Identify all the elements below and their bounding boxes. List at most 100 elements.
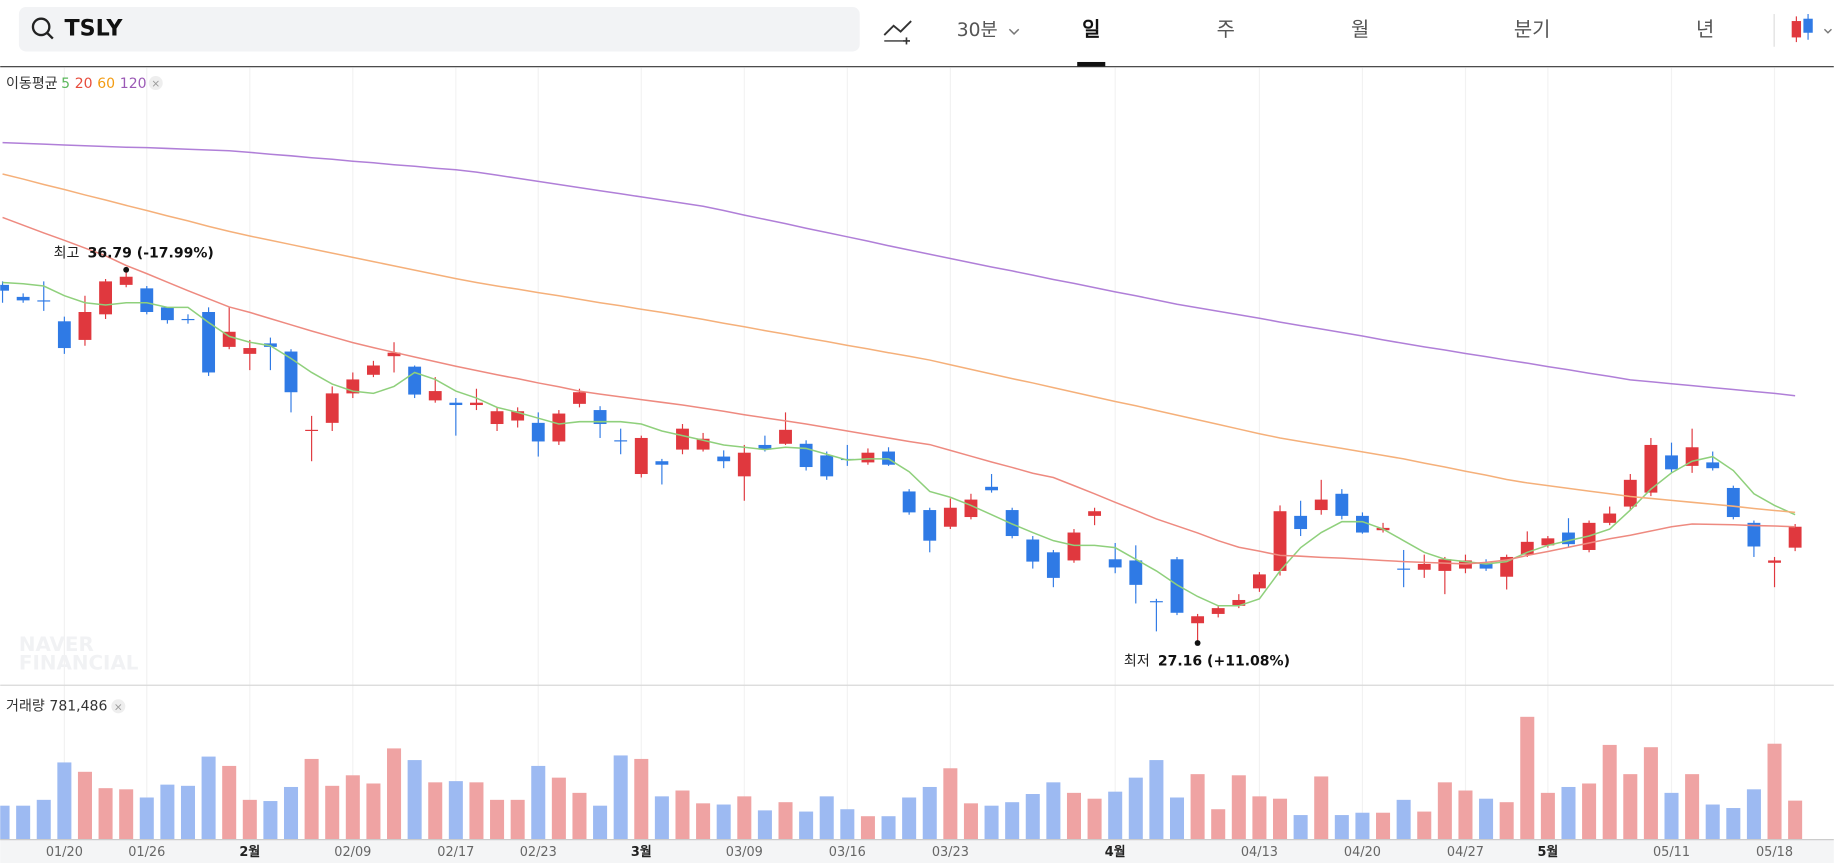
volume-bar <box>1582 783 1597 840</box>
volume-bar <box>366 783 381 840</box>
legend-entry: 120 <box>120 76 147 92</box>
volume-bar <box>510 799 525 840</box>
candle-body <box>1170 559 1184 613</box>
x-tick-label: 2월 <box>239 844 260 860</box>
period-tab[interactable]: 일 <box>1082 18 1100 41</box>
x-tick-label: 03/16 <box>829 845 866 860</box>
candle-body <box>1397 568 1411 570</box>
volume-bar <box>77 771 92 840</box>
candle-body <box>99 281 113 315</box>
volume-bar <box>1190 774 1205 840</box>
interval-select[interactable]: 30분 <box>957 20 998 41</box>
period-tab[interactable]: 년 <box>1696 18 1714 41</box>
volume-bar <box>922 786 937 840</box>
candle-body <box>1747 522 1761 547</box>
volume-bar <box>36 799 51 840</box>
volume-bar <box>1705 804 1720 840</box>
candle-body <box>284 351 298 393</box>
volume-bar <box>0 805 10 840</box>
active-tab-underline <box>1077 61 1106 67</box>
volume-close[interactable]: × <box>111 699 126 713</box>
grid <box>63 67 1776 840</box>
volume-bar <box>16 805 31 840</box>
candle-body <box>78 312 92 340</box>
moving-average-line <box>2 173 1796 514</box>
candle-body <box>0 284 9 291</box>
volume-bar <box>696 803 711 840</box>
indicator-icon[interactable] <box>883 20 912 45</box>
volume-bar <box>98 788 113 840</box>
volume-bar <box>1767 743 1782 840</box>
candle-body <box>119 276 133 285</box>
candle-body <box>1768 560 1781 563</box>
interval-chevron[interactable] <box>1008 28 1020 35</box>
candle-body <box>902 491 916 513</box>
volume-bar <box>716 804 731 840</box>
volume-bar <box>1417 811 1432 840</box>
period-tab[interactable]: 주 <box>1217 18 1235 41</box>
ma-legend: 이동평균 5 20 60 120 <box>6 76 146 92</box>
volume-bar <box>1293 815 1308 840</box>
volume-bar <box>1520 716 1535 840</box>
chart-type-icon[interactable] <box>1791 14 1832 43</box>
candle-body <box>37 300 51 302</box>
volume-bar <box>139 797 154 840</box>
volume-bar <box>1087 798 1102 840</box>
volume-bar <box>283 786 299 840</box>
x-tick-label: 05/11 <box>1653 845 1690 860</box>
candle-body <box>1356 515 1369 533</box>
volume-bar <box>1746 789 1761 840</box>
legend-title: 이동평균 <box>6 76 58 92</box>
candle-body <box>140 288 154 313</box>
candle-body <box>1273 511 1287 571</box>
volume-bar <box>1376 812 1391 840</box>
volume-bar <box>469 782 484 840</box>
volume-bar <box>263 801 278 840</box>
x-tick-label: 03/09 <box>726 845 763 860</box>
volume-bar <box>1211 809 1226 840</box>
low-label: 최저 <box>1124 654 1150 670</box>
volume-bar <box>819 796 834 840</box>
candle-body <box>985 486 998 491</box>
candle-body <box>1706 462 1720 469</box>
volume-bar <box>572 792 587 840</box>
volume-bar <box>799 811 814 840</box>
volume-bar <box>1273 798 1288 840</box>
candle-body <box>923 510 937 541</box>
legend-close[interactable]: × <box>148 76 163 90</box>
volume-bar <box>613 755 628 840</box>
search-box[interactable] <box>18 7 860 52</box>
volume-bar <box>222 765 237 840</box>
search-icon <box>31 17 51 37</box>
period-tabs: 일 주 월 분기 년 <box>1077 18 1714 67</box>
moving-average-line <box>2 141 1796 397</box>
volume-latest: 781,486 <box>49 698 107 714</box>
candle-body <box>1314 499 1328 511</box>
volume-title: 거래량 <box>6 698 45 714</box>
candle-body <box>737 452 751 477</box>
volume-bar <box>551 777 566 840</box>
volume-bar <box>201 756 216 840</box>
candle-body <box>1005 510 1019 537</box>
candle-body <box>1067 532 1081 561</box>
volume-bar <box>1561 786 1576 840</box>
volume-bar <box>1623 774 1638 840</box>
x-tick-label: 4월 <box>1105 844 1126 860</box>
volume-bar <box>1602 744 1617 840</box>
search-text[interactable]: TSLY <box>65 16 124 42</box>
volume-bar <box>1025 794 1040 840</box>
volume-bar <box>943 768 958 840</box>
period-tab[interactable]: 분기 <box>1514 18 1551 41</box>
candle-body <box>573 392 586 404</box>
legend-entry: 60 <box>97 76 115 92</box>
candle-body <box>1026 539 1040 562</box>
candle-body <box>181 318 195 321</box>
candle-body <box>634 437 648 475</box>
volume-bar <box>984 805 999 840</box>
x-tick-label: 03/23 <box>932 845 969 860</box>
volume-bar <box>1046 782 1061 840</box>
period-tab[interactable]: 월 <box>1351 18 1369 41</box>
volume-bar <box>757 810 772 840</box>
